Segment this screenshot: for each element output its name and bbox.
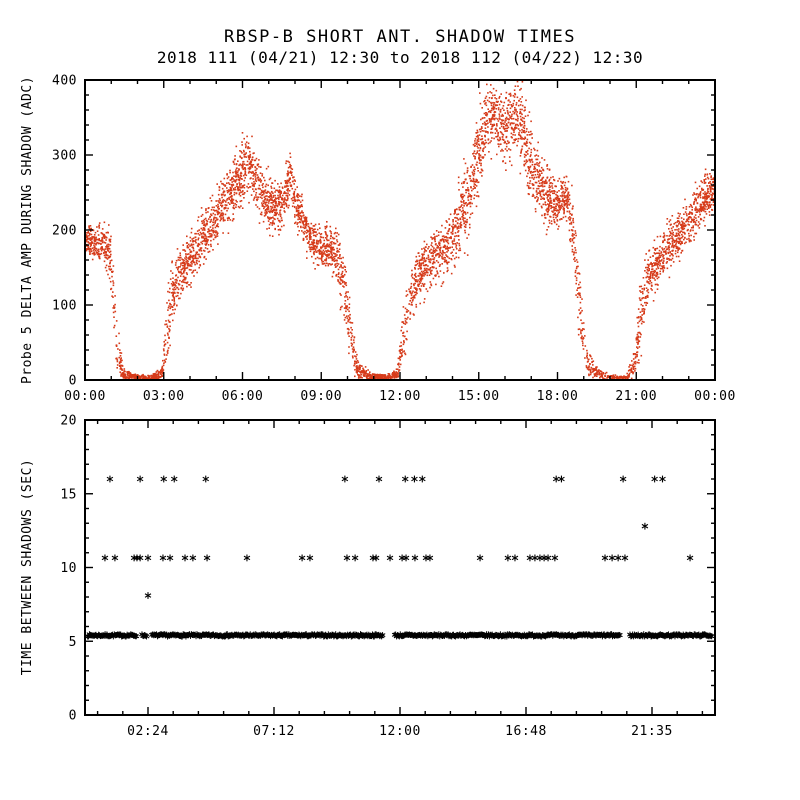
axis-ticks	[85, 419, 715, 716]
x-tick-label: 12:00	[379, 724, 421, 739]
x-tick-label: 09:00	[300, 389, 342, 404]
x-tick-label: 00:00	[694, 389, 736, 404]
x-tick-label: 21:35	[631, 724, 673, 739]
y-tick-label: 300	[52, 149, 77, 164]
chart-title: RBSP-B SHORT ANT. SHADOW TIMES	[224, 27, 576, 47]
y-tick-label: 0	[69, 374, 77, 389]
x-tick-label: 06:00	[222, 389, 264, 404]
plot-render-layer: 00:00 03:00 06:00 09:00 12:00 15:00 18:00 21:00…	[52, 74, 736, 740]
axis-box	[84, 419, 716, 716]
x-tick-label: 02:24	[127, 724, 169, 739]
top-panel-ylabel: Probe 5 DELTA AMP DURING SHADOW (ADC)	[20, 76, 35, 384]
chart-subtitle: 2018 111 (04/21) 12:30 to 2018 112 (04/2…	[157, 48, 643, 67]
shadow-interval-baseline-points	[84, 630, 715, 641]
shadow-interval-level-points	[101, 475, 694, 600]
x-tick-label: 16:48	[505, 724, 547, 739]
bottom-panel-ylabel: TIME BETWEEN SHADOWS (SEC)	[20, 459, 35, 676]
y-tick-label: 10	[60, 561, 77, 576]
y-tick-label: 0	[69, 709, 77, 724]
x-tick-label: 21:00	[615, 389, 657, 404]
x-tick-label: 07:12	[253, 724, 295, 739]
axis-ticks	[84, 79, 716, 381]
x-tick-label: 03:00	[143, 389, 185, 404]
y-tick-label: 20	[60, 414, 77, 429]
y-tick-label: 15	[60, 487, 77, 502]
y-tick-label: 400	[52, 74, 77, 89]
x-tick-label: 15:00	[458, 389, 500, 404]
x-tick-label: 18:00	[537, 389, 579, 404]
x-tick-label: 12:00	[379, 389, 421, 404]
y-tick-label: 100	[52, 299, 77, 314]
shadow-amp-scatter-points	[84, 79, 716, 381]
y-tick-label: 5	[69, 635, 77, 650]
x-tick-label: 00:00	[64, 389, 106, 404]
axis-box	[84, 79, 716, 381]
y-tick-label: 200	[52, 224, 77, 239]
